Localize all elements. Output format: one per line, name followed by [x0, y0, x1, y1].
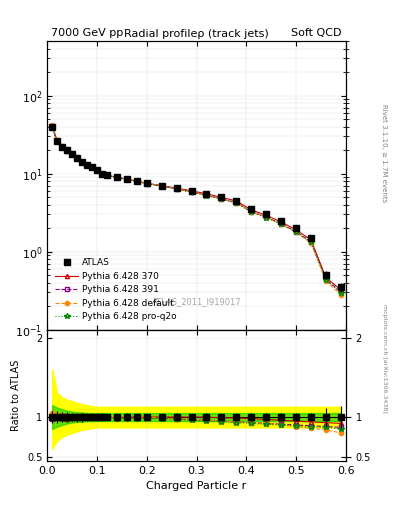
Title: Radial profileρ (track jets): Radial profileρ (track jets): [124, 29, 269, 39]
Text: Rivet 3.1.10, ≥ 1.7M events: Rivet 3.1.10, ≥ 1.7M events: [381, 104, 387, 203]
X-axis label: Charged Particle r: Charged Particle r: [146, 481, 247, 491]
Legend: ATLAS, Pythia 6.428 370, Pythia 6.428 391, Pythia 6.428 default, Pythia 6.428 pr: ATLAS, Pythia 6.428 370, Pythia 6.428 39…: [51, 255, 181, 325]
Y-axis label: Ratio to ATLAS: Ratio to ATLAS: [11, 359, 21, 431]
Text: ATLAS_2011_I919017: ATLAS_2011_I919017: [152, 297, 241, 307]
Text: Soft QCD: Soft QCD: [292, 28, 342, 38]
Text: mcplots.cern.ch [arXiv:1306.3438]: mcplots.cern.ch [arXiv:1306.3438]: [382, 304, 387, 413]
Text: 7000 GeV pp: 7000 GeV pp: [51, 28, 123, 38]
